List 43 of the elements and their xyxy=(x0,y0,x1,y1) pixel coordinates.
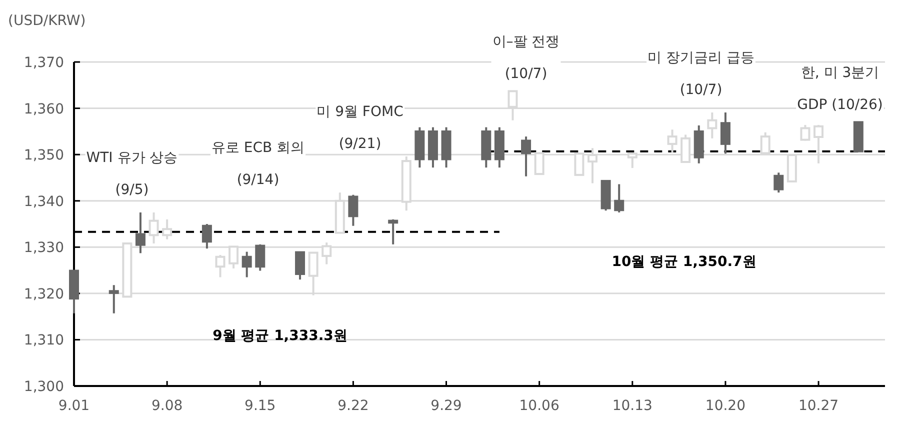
x-tick-label: 10.13 xyxy=(612,398,652,414)
annotation: 한, 미 3분기 GDP (10/26) xyxy=(797,65,883,113)
annotation: 미 9월 FOMC (9/21) xyxy=(316,104,404,152)
candlestick xyxy=(388,218,398,246)
candlestick xyxy=(108,284,119,314)
annotation: 10월 평균 1,350.7원 xyxy=(612,254,756,270)
candlestick xyxy=(135,211,146,254)
annotation: WTI 유가 상승 (9/5) xyxy=(86,150,178,198)
candlestick xyxy=(707,111,718,140)
y-tick-label: 1,370 xyxy=(24,55,64,71)
x-tick-label: 9.22 xyxy=(338,398,369,414)
x-tick-label: 10.27 xyxy=(798,398,839,414)
candlestick xyxy=(162,218,172,240)
y-tick-label: 1,310 xyxy=(24,332,64,349)
candlestick xyxy=(215,254,226,278)
candlestick xyxy=(242,250,252,278)
y-tick-label: 1,300 xyxy=(24,379,64,395)
x-tick-label: 10.06 xyxy=(519,398,560,414)
candlestick xyxy=(720,111,730,155)
candlestick xyxy=(614,183,624,214)
x-tick-label: 10.20 xyxy=(705,398,746,414)
candlestick xyxy=(148,211,159,244)
x-tick-label: 9.15 xyxy=(244,398,276,414)
y-tick-label: 1,350 xyxy=(24,148,64,164)
candlestick xyxy=(348,194,358,227)
x-tick-label: 9.08 xyxy=(151,398,183,414)
annotation: 유로 ECB 회의 (9/14) xyxy=(211,140,305,188)
y-tick-label: 1,340 xyxy=(24,194,64,210)
candlestick xyxy=(295,250,306,281)
candlestick xyxy=(202,223,212,250)
y-tick-label: 1,360 xyxy=(24,101,64,118)
x-tick-label: 9.01 xyxy=(58,398,90,414)
x-tick-label: 9.29 xyxy=(430,398,462,414)
candlestick xyxy=(800,124,810,142)
y-tick-label: 1,320 xyxy=(24,286,64,302)
y-axis-title: (USD/KRW) xyxy=(8,13,86,29)
annotation: 미 장기금리 급등 (10/7) xyxy=(648,50,754,98)
candlestick xyxy=(521,136,532,178)
annotation: 이–팔 전쟁 (10/7) xyxy=(492,34,560,82)
candlestick xyxy=(255,243,266,272)
candlestick xyxy=(774,172,784,194)
annotation: 9월 평균 1,333.3원 xyxy=(212,328,348,344)
y-tick-label: 1,330 xyxy=(24,240,64,256)
